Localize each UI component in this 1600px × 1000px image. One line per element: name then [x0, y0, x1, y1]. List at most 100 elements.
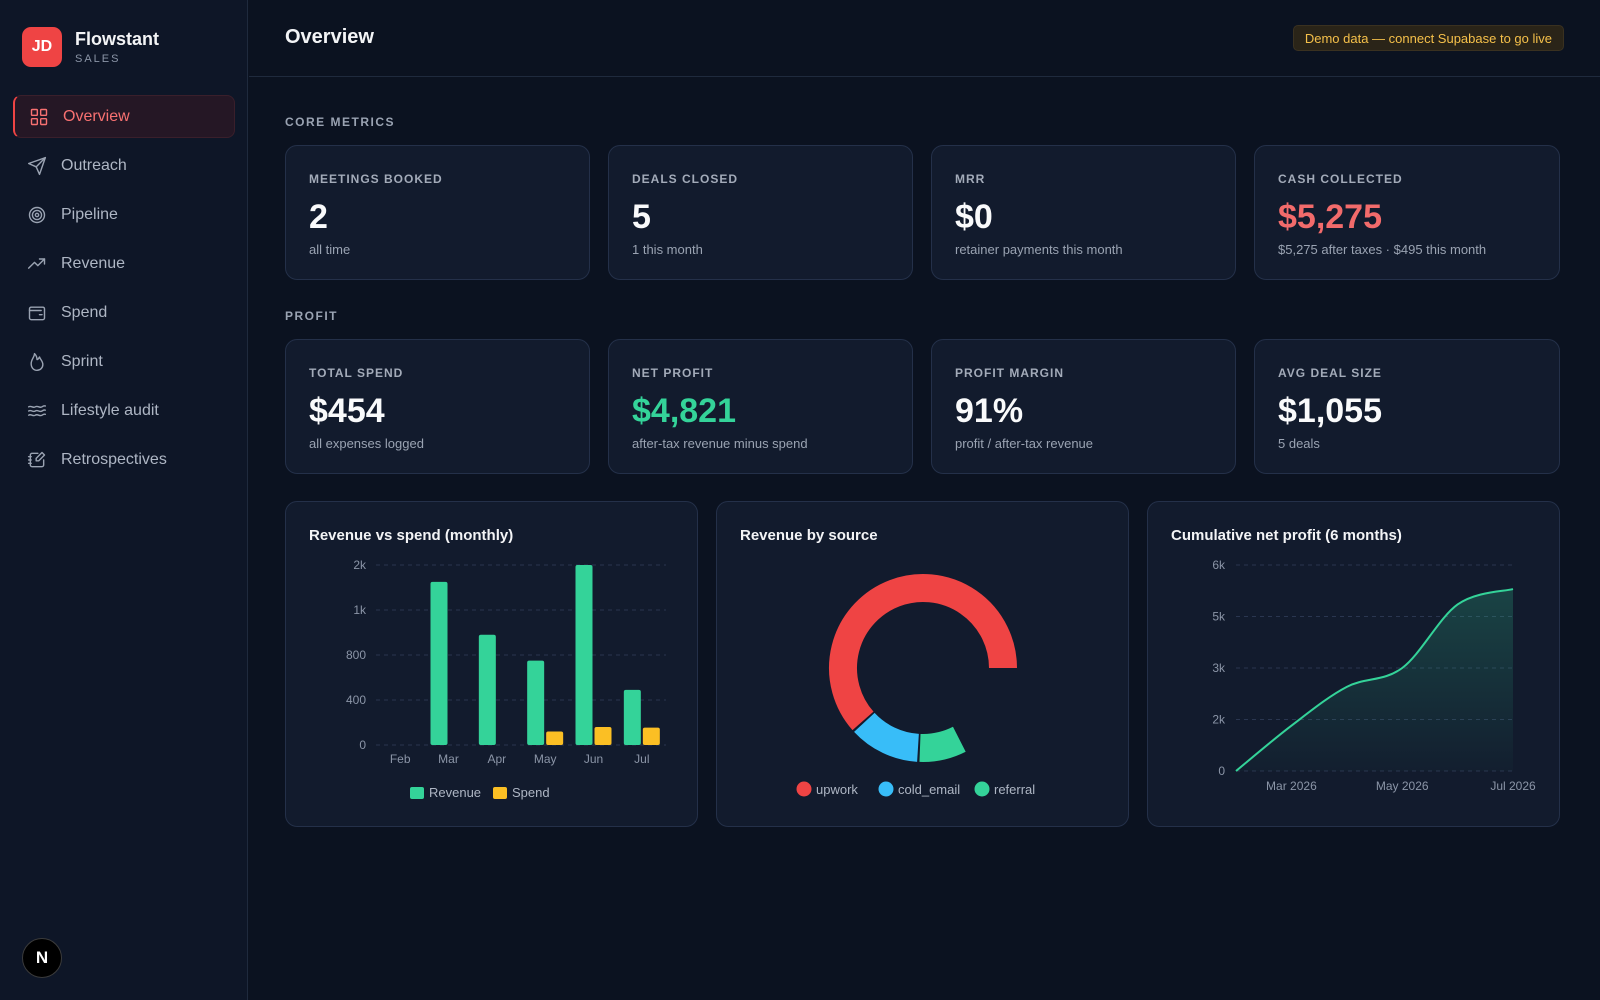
wallet-icon	[27, 303, 47, 323]
legend-swatch-cold_email	[878, 781, 894, 797]
metric-subtext: profit / after-tax revenue	[955, 436, 1094, 451]
target-icon	[27, 205, 47, 225]
demo-data-badge: Demo data — connect Supabase to go live	[1292, 25, 1564, 51]
x-tick-label: Mar 2026	[1266, 779, 1317, 793]
metric-subtext: retainer payments this month	[955, 242, 1123, 257]
legend-label-upwork: upwork	[816, 782, 858, 797]
area-line	[1235, 588, 1514, 772]
legend-swatch-spend	[493, 787, 507, 799]
framework-badge[interactable]: N	[22, 938, 62, 978]
sidebar-item-sprint[interactable]: Sprint	[13, 340, 235, 383]
donut-slice-cold_email	[854, 712, 920, 762]
legend-swatch-revenue	[410, 787, 424, 799]
page-title: Overview	[285, 26, 374, 48]
y-tick-label: 800	[346, 648, 366, 662]
bar-chart: 0 400 800 1k 2k Feb Mar Apr May Jun Jul Revenue Spen…	[346, 558, 666, 800]
chart-card-revenue-vs-spend: Revenue vs spend (monthly) 0 400 800 1k 2k Fe…	[285, 501, 698, 827]
y-tick-label: 6k	[1212, 558, 1226, 572]
metric-value: 91%	[955, 392, 1024, 430]
metric-subtext: 1 this month	[632, 242, 703, 257]
metric-subtext: all time	[309, 242, 351, 257]
sidebar-item-retrospectives[interactable]: Retrospectives	[13, 438, 235, 481]
metric-card-mrr: MRR $0 retainer payments this month	[931, 145, 1236, 280]
metric-label: NET PROFIT	[632, 366, 714, 380]
y-tick-label: 5k	[1212, 610, 1226, 624]
x-tick-label: Jul 2026	[1490, 779, 1536, 793]
bar-revenue	[478, 634, 496, 745]
metric-label: CASH COLLECTED	[1278, 172, 1403, 186]
sidebar-item-lifestyle-audit[interactable]: Lifestyle audit	[13, 389, 235, 432]
metric-card-meetings-booked: MEETINGS BOOKED 2 all time	[285, 145, 590, 280]
x-tick-label: Jul	[634, 752, 649, 766]
metric-value: $5,275	[1278, 198, 1382, 236]
sidebar-item-label: Spend	[61, 303, 108, 321]
metric-label: MEETINGS BOOKED	[309, 172, 443, 186]
x-tick-label: Apr	[487, 752, 506, 766]
y-tick-label: 0	[1218, 764, 1225, 778]
sidebar-item-pipeline[interactable]: Pipeline	[13, 193, 235, 236]
sidebar-item-label: Retrospectives	[61, 450, 167, 468]
metric-label: DEALS CLOSED	[632, 172, 739, 186]
y-tick-label: 1k	[353, 603, 367, 617]
bar-spend	[594, 727, 612, 745]
x-tick-label: May 2026	[1376, 779, 1429, 793]
area-chart: 0 2k 3k 5k 6k Mar 2026 May 2026 Jul 2026	[1212, 558, 1536, 793]
metric-label: MRR	[955, 172, 986, 186]
x-tick-label: Feb	[390, 752, 411, 766]
metric-label: TOTAL SPEND	[309, 366, 404, 380]
metric-value: $454	[309, 392, 385, 430]
sidebar-item-overview[interactable]: Overview	[13, 95, 235, 138]
donut-slice-upwork	[829, 574, 1017, 731]
legend-label-revenue: Revenue	[429, 785, 481, 800]
metric-value: 5	[632, 198, 651, 236]
donut-chart: upwork cold_email referral	[796, 574, 1035, 797]
top-header: Overview Demo data — connect Supabase to…	[249, 0, 1600, 77]
bar-spend	[546, 731, 564, 745]
legend-label-spend: Spend	[512, 785, 550, 800]
metric-value: $1,055	[1278, 392, 1382, 430]
legend-label-cold_email: cold_email	[898, 782, 960, 797]
chart-card-cumulative-net-profit: Cumulative net profit (6 months) 0 2k 3k 5k…	[1147, 501, 1560, 827]
metric-card-avg-deal-size: AVG DEAL SIZE $1,055 5 deals	[1254, 339, 1560, 474]
bar-spend	[642, 727, 660, 745]
bar-revenue	[527, 660, 545, 745]
section-label-core-metrics: CORE METRICS	[285, 115, 396, 129]
y-tick-label: 400	[346, 693, 366, 707]
grid-icon	[29, 107, 49, 127]
metric-subtext: $5,275 after taxes · $495 this month	[1278, 242, 1487, 257]
y-tick-label: 3k	[1212, 661, 1226, 675]
brand-name: Flowstant	[75, 29, 159, 49]
flame-icon	[27, 352, 47, 372]
sidebar: JD Flowstant SALES Overview Outreach Pip…	[0, 0, 248, 1000]
sidebar-item-revenue[interactable]: Revenue	[13, 242, 235, 285]
metric-subtext: 5 deals	[1278, 436, 1320, 451]
metric-value: 2	[309, 198, 328, 236]
legend-swatch-referral	[974, 781, 990, 797]
chart-title: Cumulative net profit (6 months)	[1171, 527, 1402, 544]
chart-title: Revenue vs spend (monthly)	[309, 527, 514, 544]
waves-icon	[27, 401, 47, 421]
metric-card-net-profit: NET PROFIT $4,821 after-tax revenue minu…	[608, 339, 913, 474]
sidebar-item-spend[interactable]: Spend	[13, 291, 235, 334]
x-tick-label: May	[534, 752, 557, 766]
section-label-profit: PROFIT	[285, 309, 338, 323]
sidebar-item-outreach[interactable]: Outreach	[13, 144, 235, 187]
send-icon	[27, 156, 47, 176]
metric-label: AVG DEAL SIZE	[1278, 366, 1382, 380]
sidebar-item-label: Lifestyle audit	[61, 401, 159, 419]
legend-swatch-upwork	[796, 781, 812, 797]
brand[interactable]: JD Flowstant SALES	[22, 27, 159, 67]
x-tick-label: Jun	[584, 752, 603, 766]
bar-revenue	[430, 581, 448, 745]
y-tick-label: 0	[359, 738, 366, 752]
metric-card-cash-collected: CASH COLLECTED $5,275 $5,275 after taxes…	[1254, 145, 1560, 280]
sidebar-item-label: Sprint	[61, 352, 103, 370]
bar-revenue	[623, 689, 641, 745]
area-fill	[1236, 589, 1513, 771]
sidebar-item-label: Revenue	[61, 254, 126, 272]
chart-card-revenue-by-source: Revenue by source upwork cold_email referr…	[716, 501, 1129, 827]
metric-value: $4,821	[632, 392, 736, 430]
metric-card-deals-closed: DEALS CLOSED 5 1 this month	[608, 145, 913, 280]
sidebar-item-label: Overview	[63, 107, 130, 125]
sidebar-nav: Overview Outreach Pipeline Revenue Spend…	[13, 95, 235, 487]
